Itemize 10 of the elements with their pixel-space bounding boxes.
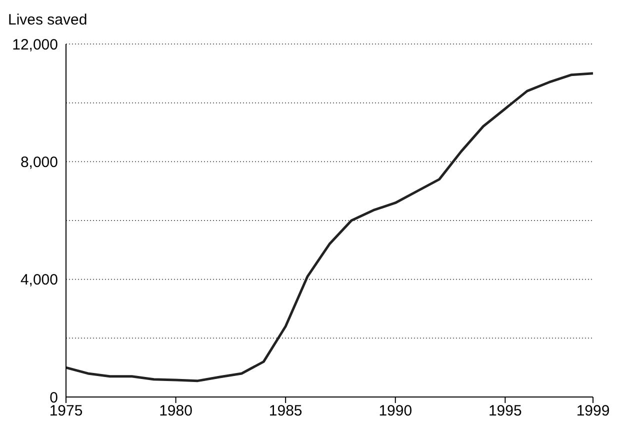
x-tick-label: 1985 [268,402,302,420]
x-tick-label: 1995 [488,402,522,420]
y-tick-label: 12,000 [12,36,58,54]
line-series [66,72,593,382]
text: 4,000 [20,272,58,289]
y-tick-label: 8,000 [20,154,58,171]
y-axis-title: Lives saved [8,12,88,29]
x-tick-label: 1990 [378,402,412,420]
x-tick-label: 1980 [159,402,192,420]
x-tick-label: 1999 [576,402,610,420]
